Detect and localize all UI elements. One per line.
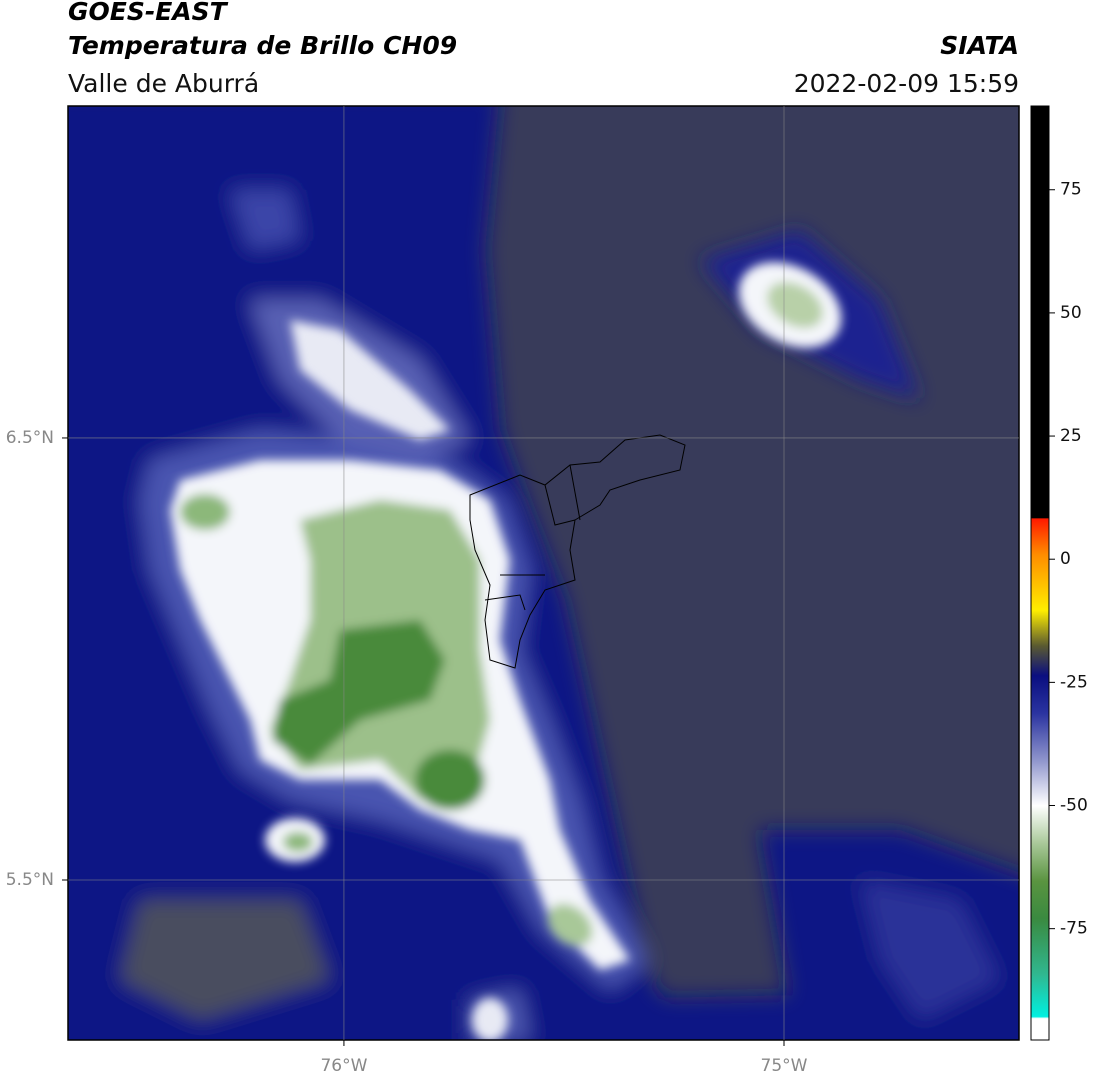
map-frame: [67, 105, 1020, 1041]
colorbar-tick-label: -25: [1060, 672, 1088, 692]
subtitle: Temperatura de Brillo CH09: [68, 31, 457, 60]
source: SIATA: [940, 31, 1019, 60]
timestamp: 2022-02-09 15:59: [794, 69, 1019, 98]
y-tick-label: 6.5°N: [6, 428, 54, 448]
colorbar-tick-label: 75: [1060, 180, 1082, 200]
colorbar: [1030, 105, 1050, 1041]
region: Valle de Aburrá: [68, 69, 259, 98]
colorbar-tick-label: 0: [1060, 549, 1071, 569]
title: GOES-EAST: [68, 0, 229, 26]
y-tick-label: 5.5°N: [6, 870, 54, 890]
colorbar-tick-label: -50: [1060, 796, 1088, 816]
colorbar-tick-label: 50: [1060, 303, 1082, 323]
colorbar-tick-label: -75: [1060, 919, 1088, 939]
satellite-image: [68, 106, 1019, 1040]
x-tick-label: 76°W: [320, 1056, 367, 1076]
colorbar-tick-label: 25: [1060, 426, 1082, 446]
x-tick-label: 75°W: [761, 1056, 808, 1076]
